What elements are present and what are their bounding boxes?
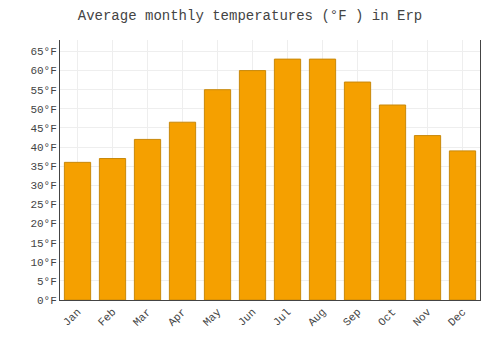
svg-text:Aug: Aug <box>306 306 328 328</box>
svg-text:Dec: Dec <box>446 306 468 328</box>
svg-text:Mar: Mar <box>131 306 153 328</box>
svg-text:15°F: 15°F <box>30 238 56 250</box>
svg-text:20°F: 20°F <box>30 218 56 230</box>
svg-text:May: May <box>201 306 224 329</box>
svg-text:0°F: 0°F <box>37 295 57 307</box>
svg-text:Average monthly temperatures (: Average monthly temperatures (°F ) in Er… <box>78 8 422 24</box>
svg-text:Apr: Apr <box>166 306 188 328</box>
svg-text:Sep: Sep <box>341 306 363 328</box>
svg-text:Oct: Oct <box>376 306 398 328</box>
svg-text:55°F: 55°F <box>30 85 56 97</box>
svg-text:45°F: 45°F <box>30 123 56 135</box>
svg-text:10°F: 10°F <box>30 257 56 269</box>
svg-text:5°F: 5°F <box>37 276 57 288</box>
svg-text:Jul: Jul <box>271 306 293 328</box>
svg-text:60°F: 60°F <box>30 65 56 77</box>
svg-text:50°F: 50°F <box>30 104 56 116</box>
svg-text:Jan: Jan <box>61 306 83 328</box>
svg-text:40°F: 40°F <box>30 142 56 154</box>
svg-text:25°F: 25°F <box>30 199 56 211</box>
svg-text:Jun: Jun <box>236 306 258 328</box>
svg-text:65°F: 65°F <box>30 46 56 58</box>
svg-text:35°F: 35°F <box>30 161 56 173</box>
svg-text:30°F: 30°F <box>30 180 56 192</box>
svg-text:Nov: Nov <box>411 306 434 329</box>
svg-text:Feb: Feb <box>96 306 118 328</box>
